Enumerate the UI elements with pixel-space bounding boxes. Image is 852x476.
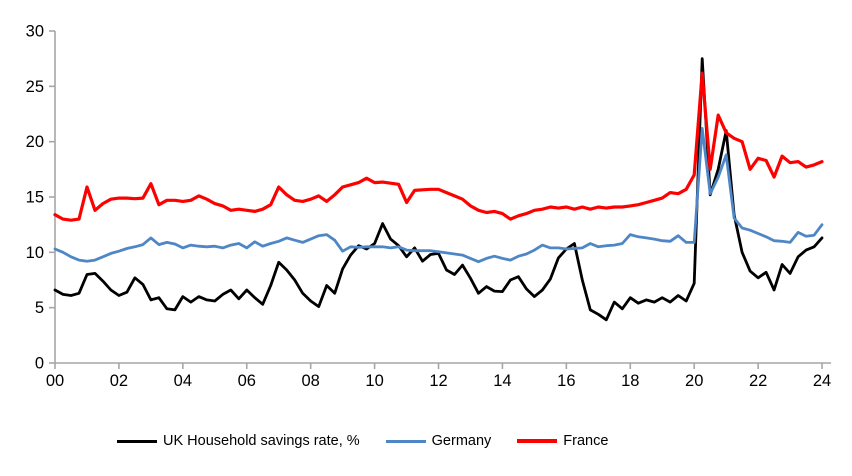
france-line-swatch — [517, 439, 558, 443]
y-axis-label: 20 — [26, 133, 44, 151]
legend-item-france: France — [517, 431, 608, 451]
uk-line-swatch — [117, 439, 157, 443]
x-axis-label: 02 — [110, 372, 128, 390]
legend-item-germany: Germany — [385, 431, 492, 451]
x-axis-label: 24 — [813, 372, 831, 390]
y-axis-label: 15 — [26, 189, 44, 207]
y-axis-label: 0 — [35, 355, 44, 373]
y-axis-label: 30 — [26, 23, 44, 41]
series-line-france — [53, 71, 824, 222]
y-axis-label: 10 — [26, 244, 44, 262]
x-axis-label: 16 — [557, 372, 575, 390]
legend-label-uk: UK Household savings rate, % — [163, 433, 360, 449]
x-axis-label: 20 — [685, 372, 703, 390]
legend-label-france: France — [563, 433, 609, 449]
y-axis-label: 5 — [35, 299, 44, 317]
x-axis-label: 18 — [621, 372, 639, 390]
chart-legend: UK Household savings rate, % Germany Fra… — [117, 430, 608, 452]
x-axis-label: 00 — [46, 372, 64, 390]
x-axis-label: 10 — [365, 372, 383, 390]
x-axis-label: 08 — [302, 372, 320, 390]
x-axis-label: 06 — [238, 372, 256, 390]
legend-item-uk: UK Household savings rate, % — [117, 431, 360, 451]
series-line-germany — [53, 126, 824, 264]
y-axis-label: 25 — [26, 78, 44, 96]
series-line-uk — [53, 57, 824, 322]
x-axis-label: 22 — [749, 372, 767, 390]
x-axis-label: 12 — [429, 372, 447, 390]
germany-line-swatch — [385, 439, 426, 443]
x-axis-label: 04 — [174, 372, 192, 390]
x-axis-label: 14 — [493, 372, 511, 390]
legend-label-germany: Germany — [431, 433, 492, 449]
